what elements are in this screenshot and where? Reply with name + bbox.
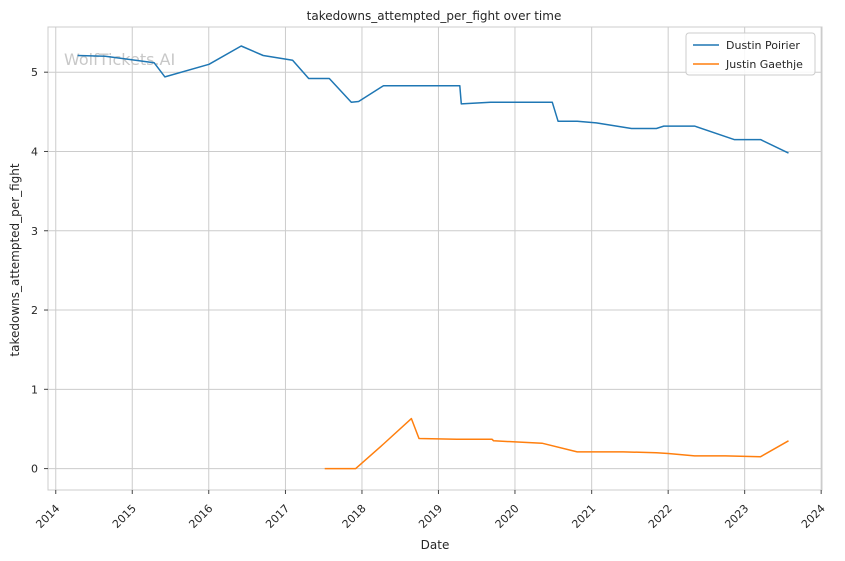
x-tick-label: 2016	[186, 502, 215, 531]
x-tick-label: 2024	[799, 502, 828, 531]
y-tick-label: 4	[31, 145, 38, 158]
x-tick-label: 2021	[569, 502, 598, 531]
y-tick-label: 2	[31, 304, 38, 317]
plot-area	[47, 26, 823, 491]
x-tick-label: 2019	[416, 502, 445, 531]
series-lines	[77, 45, 789, 470]
legend-label: Dustin Poirier	[726, 39, 800, 52]
y-tick-label: 5	[31, 66, 38, 79]
x-tick-label: 2018	[340, 502, 369, 531]
x-tick-label: 2014	[33, 502, 62, 531]
chart-title: takedowns_attempted_per_fight over time	[307, 9, 562, 23]
legend: Dustin Poirier Justin Gaethje	[685, 32, 816, 76]
y-tick-label: 1	[31, 383, 38, 396]
x-axis-ticks: 2014 2015 2016 2017 2018 2019 2020 2021 2022 2023…	[33, 490, 828, 531]
gridlines	[48, 27, 822, 490]
y-tick-label: 0	[31, 463, 38, 476]
x-tick-label: 2015	[110, 502, 139, 531]
x-axis-label: Date	[421, 538, 450, 552]
y-axis-ticks: 0 1 2 3 4 5	[31, 66, 48, 476]
x-tick-label: 2017	[263, 502, 292, 531]
series-line-justin-gaethje	[324, 417, 789, 470]
x-tick-label: 2020	[493, 502, 522, 531]
y-tick-label: 3	[31, 225, 38, 238]
y-axis-label: takedowns_attempted_per_fight	[8, 163, 22, 356]
series-line-dustin-poirier	[77, 45, 789, 154]
watermark: WolfTickets.AI	[64, 50, 175, 69]
legend-label: Justin Gaethje	[725, 58, 803, 71]
x-tick-label: 2022	[646, 502, 675, 531]
x-tick-label: 2023	[722, 502, 751, 531]
